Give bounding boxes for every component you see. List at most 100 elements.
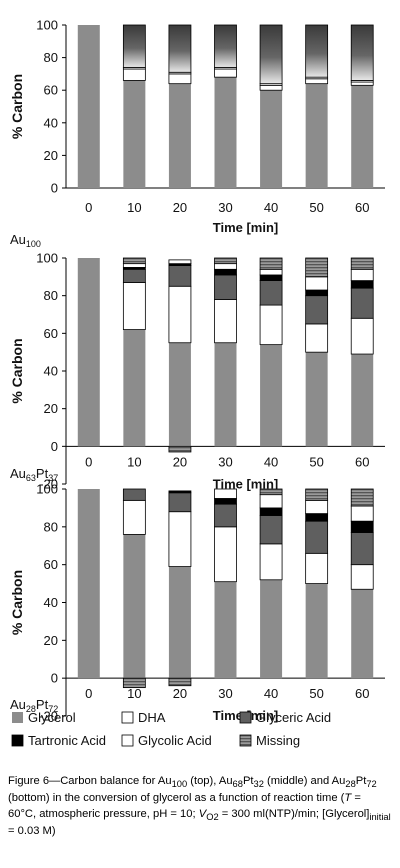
bar-segment-glycolic-acid	[122, 263, 146, 268]
bar-segment-glycerol	[305, 352, 328, 447]
bar-segment-tartronic-acid	[350, 520, 374, 533]
y-tick-label: 40	[44, 595, 58, 610]
x-tick-label: 50	[309, 454, 323, 469]
bar-segment-tartronic-acid	[214, 498, 237, 505]
y-tick-label: -20	[39, 477, 58, 492]
x-tick-label: 50	[309, 200, 323, 215]
x-tick-label: 60	[355, 454, 369, 469]
bar-segment-tartronic-acid	[214, 268, 237, 276]
legend-swatch	[239, 734, 252, 747]
bar-segment-glyceric-acid	[350, 287, 374, 319]
y-tick-label: 0	[51, 671, 58, 686]
legend-label: Tartronic Acid	[28, 733, 106, 748]
x-tick-label: 10	[127, 454, 141, 469]
bar-segment-glyceric-acid	[259, 280, 283, 306]
y-tick-label: 60	[44, 326, 58, 341]
bar-segment-missing	[214, 24, 237, 68]
x-tick-label: 20	[173, 454, 187, 469]
y-tick-label: 0	[51, 181, 58, 196]
bar-segment-glycolic-acid	[350, 505, 374, 522]
bar-segment-glycerol	[351, 354, 374, 447]
bar-segment-missing	[168, 445, 192, 453]
panel-label: Au28Pt72	[10, 697, 58, 714]
bar-segment-glyceric-acid	[259, 515, 283, 545]
bar-segment-missing	[259, 488, 283, 496]
legend-item: Missing	[239, 733, 300, 748]
bar-segment-dha	[214, 526, 237, 583]
legend-swatch	[121, 711, 134, 724]
panel-label: Au100	[10, 232, 41, 249]
legend-swatch	[121, 734, 134, 747]
bar-segment-glycerol	[168, 566, 191, 679]
bar-segment-missing	[305, 488, 329, 501]
bar-segment-dha	[350, 81, 374, 86]
bar-segment-tartronic-acid	[168, 490, 192, 494]
bar-segment-glycerol	[214, 342, 237, 447]
x-tick-label: 20	[173, 200, 187, 215]
legend-label: DHA	[138, 710, 166, 725]
legend-item: Glycerol	[12, 710, 76, 725]
bar-segment-dha	[168, 73, 192, 85]
bar-segment-glycolic-acid	[214, 488, 237, 499]
bar-segment-glycolic-acid	[305, 499, 329, 514]
x-tick-label: 10	[127, 686, 141, 701]
y-tick-label: 80	[44, 288, 58, 303]
x-tick-label: 60	[355, 200, 369, 215]
bar-segment-missing	[305, 257, 329, 278]
y-tick-label: 20	[44, 401, 58, 416]
bar-segment-glycerol	[214, 581, 237, 679]
bar-segment-glycolic-acid	[259, 494, 283, 509]
bar-segment-glycerol	[123, 329, 146, 447]
legend-swatch	[11, 734, 24, 747]
y-axis-label: % Carbon	[9, 570, 25, 635]
bar-segment-missing	[350, 488, 374, 507]
bar-segment-glycolic-acid	[350, 268, 374, 281]
x-axis-label: Time [min]	[213, 220, 279, 235]
x-tick-label: 40	[264, 454, 278, 469]
y-tick-label: 60	[44, 557, 58, 572]
bar-segment-glyceric-acid	[214, 274, 237, 300]
y-tick-label: 0	[51, 439, 58, 454]
bar-segment-glycerol	[123, 534, 146, 679]
bar-segment-glycerol	[77, 258, 100, 447]
bar-segment-dha	[259, 304, 283, 346]
bar-segment-dha	[350, 317, 374, 355]
x-axis-label: Time [min]	[213, 476, 279, 491]
bar-segment-glycolic-acid	[168, 259, 192, 265]
bar-segment-dha	[168, 285, 192, 344]
y-tick-label: 40	[44, 364, 58, 379]
y-tick-label: 100	[36, 18, 58, 33]
bar-segment-dha	[168, 511, 192, 567]
bar-segment-missing	[122, 677, 146, 689]
x-tick-label: 30	[218, 200, 232, 215]
bar-segment-dha	[259, 543, 283, 581]
panel-label: Au63Pt37	[10, 466, 58, 483]
bar-segment-glycerol	[305, 583, 328, 679]
y-tick-label: 100	[36, 482, 58, 497]
x-tick-label: 30	[218, 686, 232, 701]
legend-swatch	[12, 712, 23, 723]
legend-label: Glycolic Acid	[138, 733, 212, 748]
x-tick-label: 20	[173, 686, 187, 701]
x-tick-label: 40	[264, 686, 278, 701]
legend-label: Glyceric Acid	[256, 710, 331, 725]
bar-segment-missing	[350, 24, 374, 81]
bar-segment-missing	[350, 257, 374, 270]
bar-segment-dha	[122, 282, 146, 330]
y-tick-label: 80	[44, 519, 58, 534]
x-tick-label: 0	[85, 200, 92, 215]
bar-segment-glyceric-acid	[168, 265, 192, 287]
bar-segment-missing	[122, 24, 146, 68]
bar-segment-dha	[122, 68, 146, 81]
bar-segment-glycerol	[168, 83, 191, 188]
y-tick-label: 60	[44, 83, 58, 98]
bar-segment-glycerol	[77, 25, 100, 188]
chart-panel-2: -20 0 20 40 60 80 100 0 10 20 30 40 50 60 Time [min] % …	[9, 251, 385, 492]
x-tick-label: 60	[355, 686, 369, 701]
legend-item: DHA	[121, 710, 166, 725]
legend-item: Tartronic Acid	[11, 733, 106, 748]
y-tick-label: 40	[44, 115, 58, 130]
bar-segment-tartronic-acid	[305, 513, 329, 522]
bar-segment-glyceric-acid	[122, 488, 146, 501]
